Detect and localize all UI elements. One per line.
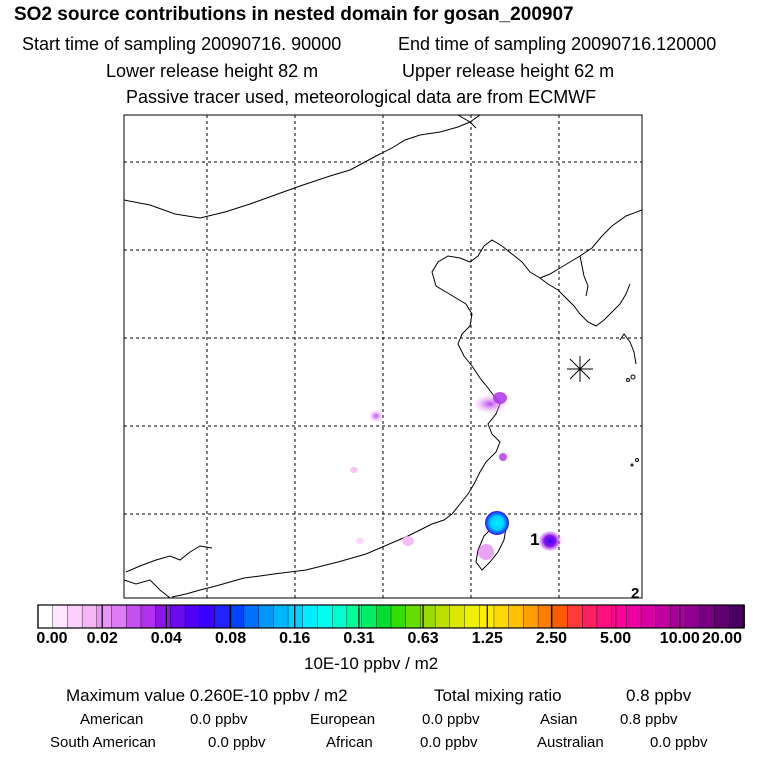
plume-south-small: [356, 538, 364, 544]
colorbar-tick-label: 2.50: [535, 630, 568, 647]
region-african-name: African: [326, 734, 373, 751]
region-australian-name: Australian: [537, 734, 604, 751]
colorbar-cell: [670, 604, 686, 629]
colorbar-cell: [434, 604, 451, 629]
region-american-name: American: [80, 711, 144, 728]
plume-coast: [499, 453, 507, 461]
plume-shanghai-core: [493, 392, 507, 404]
colorbar-cell: [567, 604, 584, 629]
colorbar-cell: [243, 604, 260, 629]
tracer-note: Passive tracer used, meteorological data…: [126, 87, 597, 107]
colorbar-cell: [67, 604, 83, 629]
end-time-label: End time of sampling 20090716.120000: [398, 34, 717, 54]
region-european-value: 0.0 ppbv: [422, 711, 480, 728]
plume-inland: [369, 410, 383, 422]
colorbar-tick-label: 0.02: [86, 630, 118, 647]
map-frame: [123, 114, 643, 599]
colorbar-cell: [699, 604, 716, 629]
region-southamerican-value: 0.0 ppbv: [208, 734, 266, 751]
region-african-value: 0.0 ppbv: [420, 734, 478, 751]
colorbar-cell: [199, 604, 216, 629]
colorbar-tick-label: 0.08: [214, 630, 247, 647]
colorbar-cell: [331, 604, 348, 629]
concentration-plumes: [350, 392, 561, 560]
colorbar-tick-label: 1.25: [471, 630, 503, 647]
colorbar-cell: [155, 604, 172, 629]
colorbar-cell: [361, 604, 378, 629]
lower-height-label: Lower release height 82 m: [106, 61, 319, 81]
grid-lines: [124, 115, 642, 598]
colorbar-tick-label: 10.00: [659, 630, 700, 647]
upper-height-label: Upper release height 62 m: [402, 61, 615, 81]
colorbar-tick-label: 0.04: [150, 630, 182, 647]
plume-receptor: [539, 531, 561, 551]
region-european-name: European: [310, 711, 376, 728]
colorbar-cell: [626, 604, 642, 629]
colorbar-tick-label: 0.16: [279, 630, 311, 647]
colorbar-cell: [287, 604, 304, 629]
colorbar-cell: [170, 604, 186, 629]
colorbar-cell: [258, 604, 275, 629]
colorbar-cell: [302, 604, 319, 629]
colorbar-cell: [523, 604, 539, 629]
colorbar-cell: [273, 604, 289, 629]
colorbar-cell: [596, 604, 613, 629]
colorbar-cell: [52, 604, 69, 629]
region-southamerican-name: South American: [50, 734, 156, 751]
colorbar-cell: [449, 604, 466, 629]
coastlines: [124, 115, 642, 598]
colorbar-cell: [640, 604, 657, 629]
colorbar-cell: [684, 604, 701, 629]
corner-label: 2: [631, 585, 639, 602]
colorbar-cell: [493, 604, 510, 629]
colorbar-cell: [346, 604, 363, 629]
colorbar-cell: [611, 604, 628, 629]
plume-small: [350, 467, 358, 473]
colorbar-cell: [508, 604, 525, 629]
receptor-star-icon: [567, 356, 593, 382]
receptor-label: 1: [530, 530, 539, 549]
region-australian-value: 0.0 ppbv: [650, 734, 708, 751]
plume-south: [402, 536, 414, 546]
colorbar-cell: [317, 604, 333, 629]
colorbar-tick-label: 5.00: [600, 630, 632, 647]
colorbar-cell: [96, 604, 113, 629]
colorbar-tick-label: 0.63: [407, 630, 439, 647]
total-mixing-label: Total mixing ratio: [434, 686, 562, 705]
colorbar-tick-label: 20.00: [701, 630, 743, 647]
colorbar-tick-label: 0.31: [343, 630, 375, 647]
colorbar-cell: [405, 604, 422, 629]
region-american-value: 0.0 ppbv: [190, 711, 248, 728]
start-time-label: Start time of sampling 20090716. 90000: [22, 34, 342, 54]
colorbar-cell: [376, 604, 392, 629]
colorbar-tick-label: 0.00: [36, 630, 68, 647]
plume-taiwan: [478, 544, 494, 560]
colorbar-cell: [126, 604, 142, 629]
colorbar-cell: [729, 604, 745, 629]
region-asian-name: Asian: [540, 711, 578, 728]
region-asian-value: 0.8 ppbv: [620, 711, 678, 728]
colorbar-cell: [37, 604, 54, 629]
plume-taiwan-peak: [485, 511, 509, 535]
colorbar-cell: [81, 604, 98, 629]
colorbar-cell: [464, 604, 481, 629]
max-value-label: Maximum value 0.260E-10 ppbv / m2: [66, 686, 348, 705]
colorbar-unit: 10E-10 ppbv / m2: [304, 654, 439, 673]
colorbar-cell: [229, 604, 245, 629]
colorbar-cell: [214, 604, 231, 629]
colorbar-cell: [111, 604, 128, 629]
colorbar-cell: [714, 604, 731, 629]
colorbar-cell: [582, 604, 598, 629]
map-title: SO2 source contributions in nested domai…: [14, 4, 574, 25]
total-mixing-value: 0.8 ppbv: [626, 686, 692, 705]
colorbar-cell: [140, 604, 157, 629]
colorbar-cell: [655, 604, 672, 629]
colorbar-cell: [184, 604, 201, 629]
colorbar-cell: [552, 604, 569, 629]
colorbar-cell: [390, 604, 407, 629]
